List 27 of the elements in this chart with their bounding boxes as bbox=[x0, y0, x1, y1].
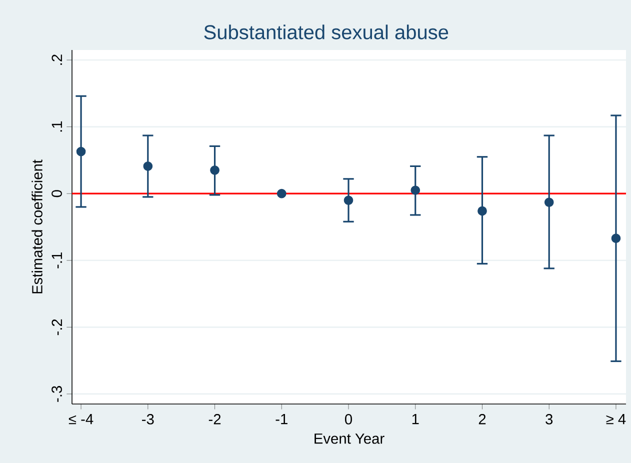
x-tick-label: -1 bbox=[276, 414, 288, 424]
point bbox=[276, 188, 286, 198]
point bbox=[344, 196, 354, 205]
y-tick-label: -.2 bbox=[52, 319, 62, 336]
y-axis-title: Estimated coefficient bbox=[32, 160, 42, 294]
x-tick-label: 1 bbox=[412, 414, 419, 424]
x-tick-label: 0 bbox=[344, 414, 352, 424]
point bbox=[210, 166, 220, 175]
chart-title: Substantiated sexual abuse bbox=[204, 24, 448, 40]
x-tick-label: -2 bbox=[208, 414, 221, 424]
x-tick-label: ≤ -4 bbox=[68, 414, 94, 424]
point bbox=[611, 234, 621, 244]
x-tick-label: -3 bbox=[142, 414, 154, 424]
point bbox=[143, 162, 153, 171]
x-axis-title: Event Year bbox=[314, 434, 384, 444]
x-tick-label: 2 bbox=[478, 414, 486, 424]
point bbox=[76, 146, 86, 156]
y-tick-label: -.3 bbox=[52, 386, 62, 402]
y-tick-label: .1 bbox=[52, 121, 62, 132]
point bbox=[410, 186, 420, 195]
y-tick-label: 0 bbox=[52, 190, 62, 198]
x-tick-label: 3 bbox=[546, 414, 553, 424]
point bbox=[544, 198, 554, 207]
point bbox=[478, 206, 487, 216]
y-tick-label: -.1 bbox=[52, 252, 62, 268]
y-tick-label: .2 bbox=[52, 54, 62, 65]
x-tick-label: ≥ 4 bbox=[606, 414, 626, 424]
